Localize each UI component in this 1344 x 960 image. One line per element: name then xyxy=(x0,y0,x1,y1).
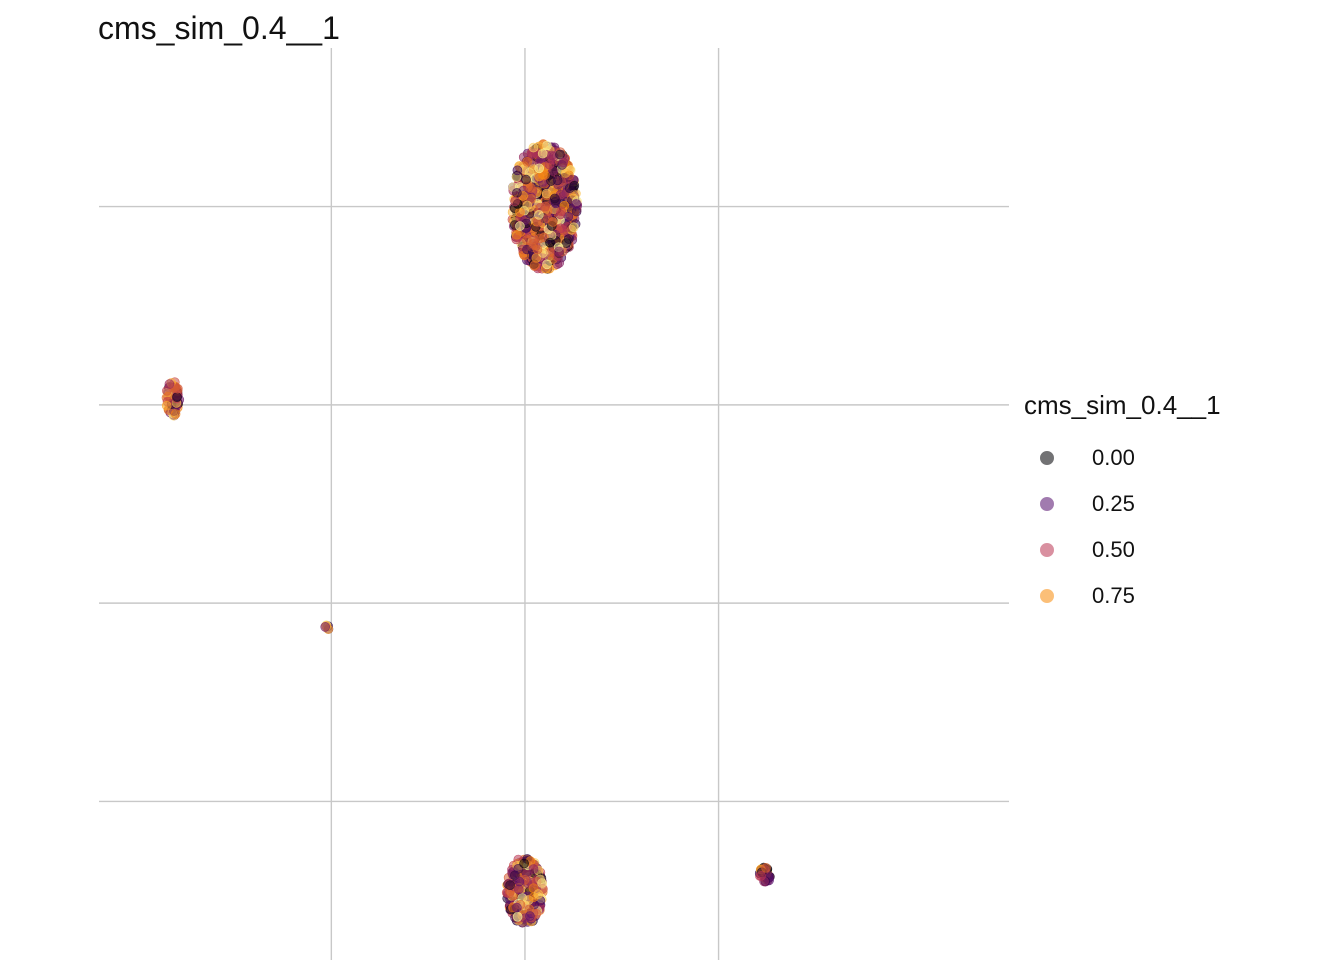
legend-item-0: 0.00 xyxy=(1024,435,1221,481)
legend-items: 0.00 0.25 0.50 0.75 xyxy=(1024,435,1221,619)
scatter-point-1294 xyxy=(170,409,181,419)
scatter-point-826 xyxy=(512,165,523,176)
scatter-point-1350 xyxy=(320,622,331,632)
scatter-point-866 xyxy=(522,157,533,167)
scatter-point-1344 xyxy=(761,862,771,873)
scatter-point-859 xyxy=(552,175,563,186)
scatter-point-793 xyxy=(560,168,571,178)
legend-key-2 xyxy=(1040,543,1054,557)
scatter-point-744 xyxy=(542,140,552,151)
scatter-point-857 xyxy=(522,200,533,211)
chart-title: cms_sim_0.4__1 xyxy=(98,10,340,46)
scatter-point-1219 xyxy=(537,878,547,888)
scatter-point-880 xyxy=(512,229,522,240)
scatter-point-887 xyxy=(515,207,525,217)
scatter-point-1308 xyxy=(164,379,175,389)
legend: cms_sim_0.4__1 0.00 0.25 0.50 0.75 xyxy=(1024,390,1221,619)
scatter-point-896 xyxy=(515,221,525,231)
legend-key-0 xyxy=(1040,451,1054,465)
legend-item-2: 0.50 xyxy=(1024,527,1221,573)
scatter-point-860 xyxy=(571,199,582,209)
scatter-point-1300 xyxy=(161,400,172,411)
scatter-point-1209 xyxy=(514,876,525,887)
scatter-point-1228 xyxy=(512,911,523,922)
scatter-point-897 xyxy=(547,217,558,227)
scatter-point-893 xyxy=(512,188,522,198)
scatter-point-871 xyxy=(564,183,575,193)
scatter-point-847 xyxy=(537,148,548,159)
legend-label-2: 0.50 xyxy=(1092,537,1135,562)
scatter-point-895 xyxy=(544,159,555,170)
points-layer xyxy=(161,139,775,928)
scatter-point-869 xyxy=(522,244,532,255)
legend-key-3 xyxy=(1040,589,1054,603)
scatter-point-1215 xyxy=(505,880,515,891)
scatter-point-851 xyxy=(529,260,540,271)
scatter-point-1229 xyxy=(512,902,522,913)
scatter-point-858 xyxy=(528,142,539,153)
legend-title: cms_sim_0.4__1 xyxy=(1024,390,1221,420)
scatter-point-1309 xyxy=(173,383,183,394)
scatter-point-835 xyxy=(546,150,557,161)
scatter-point-1227 xyxy=(525,911,535,921)
scatter-point-889 xyxy=(534,163,545,174)
scatter-point-1217 xyxy=(533,889,544,899)
scatter-point-834 xyxy=(521,174,531,185)
scatter-point-894 xyxy=(510,196,520,207)
scatter-point-886 xyxy=(545,237,555,248)
scatter-point-1306 xyxy=(172,392,182,403)
legend-label-0: 0.00 xyxy=(1092,445,1135,470)
scatter-point-853 xyxy=(555,223,566,234)
scatter-point-766 xyxy=(541,188,552,199)
scatter-point-1224 xyxy=(528,864,539,874)
scatter-point-885 xyxy=(534,210,544,220)
scatter-point-863 xyxy=(520,215,531,225)
scatter-point-881 xyxy=(532,244,543,255)
legend-label-3: 0.75 xyxy=(1092,583,1135,608)
scatter-point-875 xyxy=(558,157,569,168)
scatter-point-843 xyxy=(542,259,552,270)
scatter-point-899 xyxy=(549,193,560,204)
legend-item-3: 0.75 xyxy=(1024,573,1221,619)
legend-key-1 xyxy=(1040,497,1054,511)
legend-item-1: 0.25 xyxy=(1024,481,1221,527)
scatter-point-898 xyxy=(526,183,536,193)
legend-label-1: 0.25 xyxy=(1092,491,1135,516)
scatter-point-892 xyxy=(554,246,564,257)
scatter-point-820 xyxy=(568,222,579,232)
scatter-point-1220 xyxy=(519,858,529,869)
scatter-point-1343 xyxy=(756,870,766,881)
scatter-point-873 xyxy=(556,206,566,217)
scatter-point-849 xyxy=(561,238,572,248)
